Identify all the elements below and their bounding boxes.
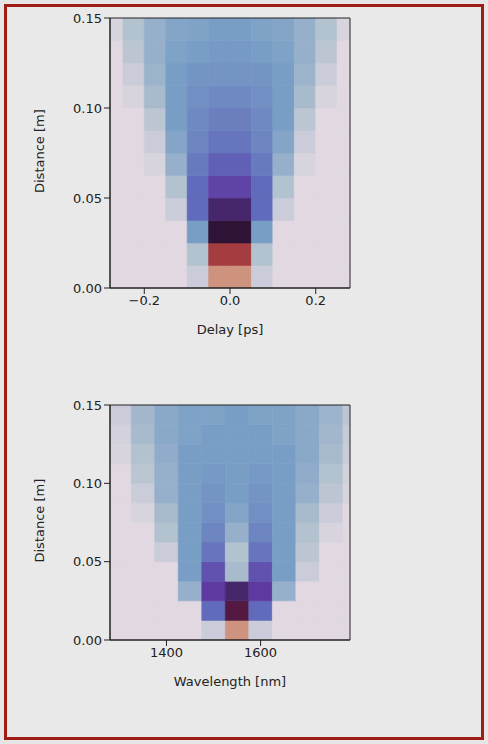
svg-text:0.00: 0.00 bbox=[73, 633, 102, 648]
svg-text:Distance [m]: Distance [m] bbox=[32, 479, 47, 563]
svg-text:1400: 1400 bbox=[150, 645, 183, 660]
svg-text:−0.2: −0.2 bbox=[128, 293, 160, 308]
svg-text:0.05: 0.05 bbox=[73, 191, 102, 206]
svg-text:1600: 1600 bbox=[244, 645, 277, 660]
svg-text:0.15: 0.15 bbox=[73, 11, 102, 26]
svg-text:0.00: 0.00 bbox=[73, 281, 102, 296]
svg-text:Delay [ps]: Delay [ps] bbox=[197, 322, 264, 337]
svg-text:Wavelength [nm]: Wavelength [nm] bbox=[174, 674, 286, 689]
svg-text:0.15: 0.15 bbox=[73, 398, 102, 413]
svg-text:0.10: 0.10 bbox=[73, 476, 102, 491]
svg-text:Distance [m]: Distance [m] bbox=[32, 109, 47, 193]
svg-text:0.2: 0.2 bbox=[305, 293, 326, 308]
svg-text:0.0: 0.0 bbox=[220, 293, 241, 308]
svg-text:0.05: 0.05 bbox=[73, 554, 102, 569]
svg-text:0.10: 0.10 bbox=[73, 101, 102, 116]
